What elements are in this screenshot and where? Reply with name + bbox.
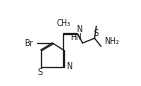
Text: Br: Br xyxy=(24,39,33,47)
Text: N: N xyxy=(76,25,82,34)
Text: NH₂: NH₂ xyxy=(104,37,119,46)
Text: S: S xyxy=(37,68,43,77)
Text: CH₃: CH₃ xyxy=(56,18,70,28)
Text: HN: HN xyxy=(70,33,82,42)
Text: S: S xyxy=(94,29,99,38)
Text: N: N xyxy=(67,62,72,71)
